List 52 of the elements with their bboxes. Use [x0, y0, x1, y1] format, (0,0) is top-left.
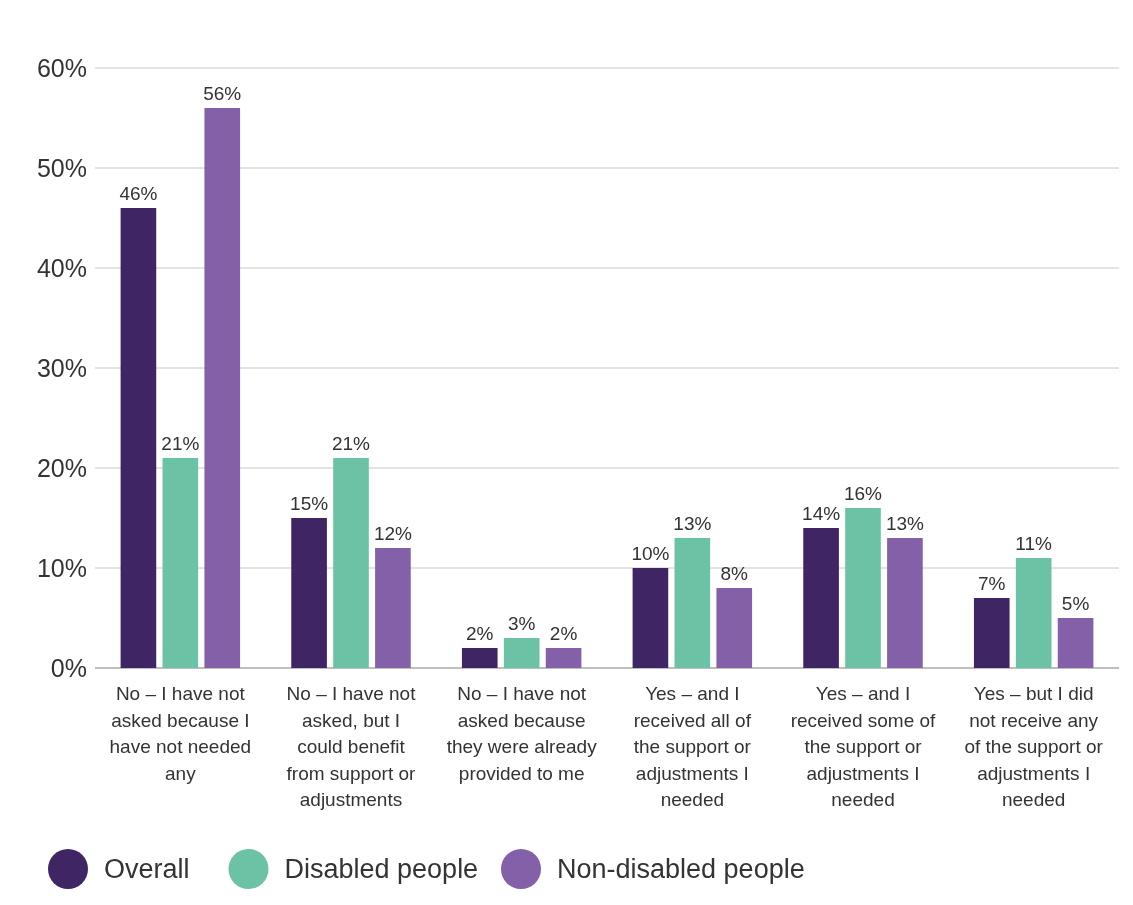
bar: [162, 458, 199, 668]
y-tick-label: 30%: [36, 353, 87, 382]
data-label: 13%: [673, 513, 712, 534]
data-label: 10%: [631, 543, 670, 564]
legend-label: Non-disabled people: [557, 854, 805, 885]
data-label: 7%: [978, 573, 1006, 594]
data-label: 21%: [161, 433, 200, 454]
y-tick-label: 10%: [36, 553, 87, 582]
data-label: 16%: [843, 483, 883, 504]
bar: [503, 638, 540, 668]
y-tick-label: 60%: [36, 53, 87, 82]
data-label: 8%: [720, 563, 749, 584]
bar: [674, 538, 711, 668]
data-label: 2%: [466, 623, 494, 644]
bar: [632, 568, 669, 668]
y-tick-label: 20%: [36, 453, 87, 482]
data-label: 2%: [549, 623, 578, 644]
bar: [204, 108, 241, 668]
bar: [1057, 618, 1094, 668]
bar: [803, 528, 839, 668]
x-tick-label: Yes – and I received some of the support or adjustments I needed: [790, 683, 937, 810]
bar: [545, 648, 582, 668]
data-label: 56%: [203, 83, 242, 104]
data-label: 5%: [1061, 593, 1090, 614]
bar: [333, 458, 369, 668]
x-tick-label: Yes – and I received all of the support or adjustments I needed: [633, 683, 752, 810]
bar: [1015, 558, 1052, 668]
bar: [887, 538, 923, 668]
x-tick-label: No – I have not asked because they were already provided to me: [446, 683, 598, 784]
bar: [845, 508, 881, 668]
data-label: 46%: [119, 183, 158, 204]
bar: [716, 588, 753, 668]
data-label: 11%: [1015, 533, 1053, 554]
data-label: 14%: [802, 503, 841, 524]
legend-label: Overall: [104, 854, 190, 885]
y-tick-label: 0%: [50, 653, 87, 682]
data-label: 13%: [885, 513, 925, 534]
bar: [461, 648, 498, 668]
x-tick-label: No – I have not asked because I have not needed any: [109, 683, 252, 784]
bar: [375, 548, 411, 668]
bar: [973, 598, 1010, 668]
legend-label: Disabled people: [284, 854, 479, 885]
data-label: 12%: [373, 523, 413, 544]
data-label: 21%: [331, 433, 371, 454]
bar: [120, 208, 157, 668]
data-label: 3%: [507, 613, 536, 634]
x-tick-label: Yes – but I did not receive any of the support or adjustments I needed: [964, 683, 1104, 810]
data-label: 15%: [290, 493, 329, 514]
y-tick-label: 50%: [36, 153, 87, 182]
y-tick-label: 40%: [36, 253, 87, 282]
x-tick-label: No – I have not asked, but I could benefit from support or adjustments: [286, 683, 417, 810]
bar: [291, 518, 327, 668]
